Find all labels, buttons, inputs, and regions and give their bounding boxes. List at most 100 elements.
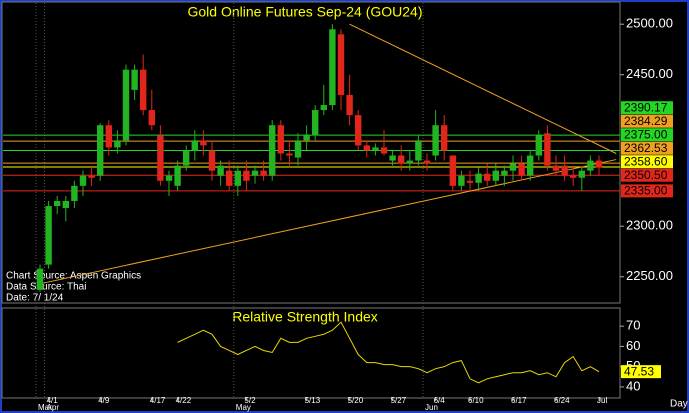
candle-body (105, 125, 112, 148)
candle-body (303, 135, 310, 141)
candle-body (415, 140, 422, 161)
level-box (621, 141, 673, 155)
level-box (621, 114, 673, 128)
rsi-panel (1, 307, 621, 399)
candle-body (432, 125, 439, 156)
x-tick-label: 4/17 (150, 396, 166, 405)
y-tick-label: 2300.00 (626, 218, 673, 233)
candle-body (234, 170, 241, 186)
candle-body (595, 160, 603, 168)
candle-body (243, 170, 250, 181)
y-tick-label: 70 (626, 318, 640, 333)
level-label: 2350.50 (624, 168, 668, 182)
level-box (621, 101, 673, 115)
candle-body (389, 155, 396, 161)
candle-body (337, 34, 345, 95)
candle-body (544, 133, 551, 166)
candle-body (449, 155, 456, 186)
x-tick-label: Jul (597, 396, 607, 405)
candle-body (277, 125, 284, 154)
candle-body (458, 175, 465, 186)
y-tick-label: 2250.00 (626, 268, 673, 283)
price-panel (1, 1, 621, 304)
candle-body (501, 170, 508, 176)
trendline (349, 23, 617, 154)
candle-body (140, 69, 147, 111)
candle-body (88, 175, 95, 178)
candle-body (329, 29, 336, 106)
month-label: May (236, 403, 251, 412)
candle-body (570, 175, 577, 178)
x-tick-label: 5/27 (391, 396, 407, 405)
level-label: 2358.60 (624, 154, 668, 168)
level-box (621, 128, 673, 142)
candle-body (114, 140, 121, 148)
y-tick-label: 60 (626, 338, 640, 353)
y-tick-label: 40 (626, 378, 640, 393)
candle-body (71, 185, 78, 201)
candle-body (380, 147, 388, 154)
level-label: 2362.53 (624, 141, 668, 155)
candle-body (165, 175, 173, 181)
candle-body (552, 165, 560, 171)
candle-body (217, 165, 224, 176)
candle-body (484, 173, 491, 181)
level-label: 2335.00 (624, 184, 668, 198)
rsi-line (177, 321, 600, 384)
candle-body (587, 160, 594, 171)
candle-body (36, 268, 44, 290)
candle-body (363, 145, 370, 151)
level-label: 2375.00 (624, 127, 668, 141)
candle-body (183, 150, 190, 166)
note: Date: 7/ 1/24 (6, 293, 64, 304)
candle-body (260, 170, 267, 176)
x-tick-label: 6/4 (434, 396, 446, 405)
candle-body (312, 110, 319, 136)
candle-body (174, 165, 181, 186)
candle-body (131, 69, 138, 90)
rsi-current-box (621, 365, 661, 379)
candle-body (346, 94, 353, 116)
candle-body (62, 200, 69, 209)
candle-body (191, 140, 198, 151)
rsi-current-label: 47.53 (624, 364, 654, 378)
month-label: Apr (47, 403, 60, 412)
candle-body (423, 160, 431, 164)
trendline (39, 159, 617, 285)
x-axis-label: Day (670, 399, 688, 410)
rsi-title: Relative Strength Index (232, 309, 378, 325)
candle-body (509, 163, 517, 171)
month-label: Mar (38, 403, 52, 412)
candle-body (269, 125, 276, 176)
candle-body (406, 160, 413, 164)
level-label: 2384.29 (624, 114, 668, 128)
candle-body (45, 206, 52, 265)
x-tick-label: 5/13 (305, 396, 321, 405)
candle-body (441, 125, 448, 151)
level-box (621, 168, 673, 182)
x-tick-label: 5/2 (244, 396, 256, 405)
candle-body (97, 125, 104, 176)
candle-body (518, 163, 525, 176)
candle-body (200, 140, 207, 146)
candle-body (535, 135, 542, 156)
candle-body (466, 180, 474, 183)
y-tick-label: 2500.00 (626, 16, 673, 31)
candle-body (492, 170, 499, 181)
note: Data Source: Thai (6, 282, 86, 293)
x-tick-label: 4/1 (47, 396, 59, 405)
level-box (621, 184, 673, 198)
candle-body (122, 69, 130, 141)
candle-body (475, 173, 482, 183)
candle-body (148, 110, 155, 126)
level-box (621, 155, 673, 169)
candle-body (320, 105, 327, 111)
x-tick-label: 4/9 (98, 396, 110, 405)
x-tick-label: 6/10 (468, 396, 484, 405)
candle-body (286, 153, 293, 156)
x-tick-label: 6/17 (511, 396, 527, 405)
chart-title: Gold Online Futures Sep-24 (GOU24) (188, 4, 423, 20)
